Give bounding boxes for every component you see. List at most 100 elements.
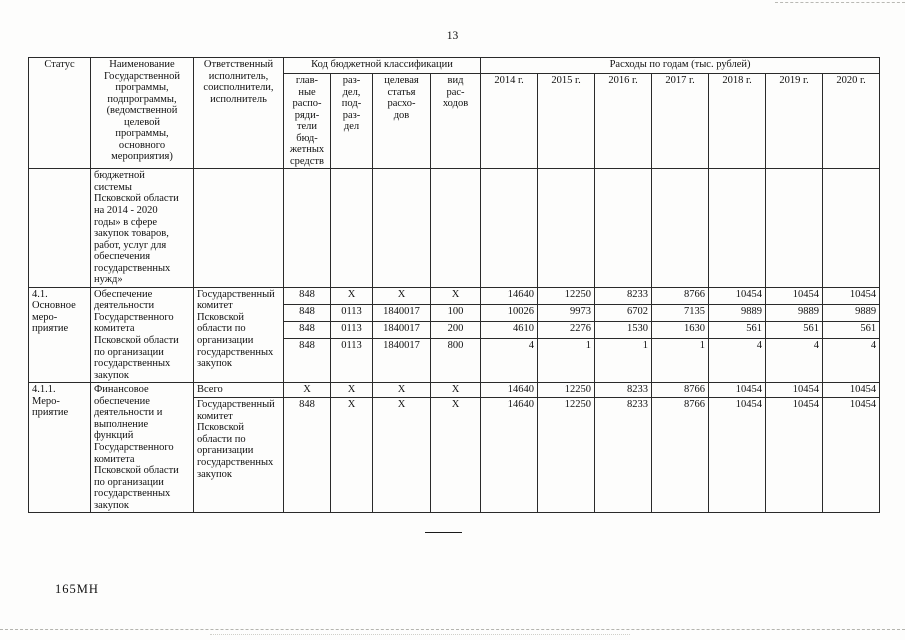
- cell-value-2020: 10454: [822, 286, 881, 305]
- cell-value-2019: 10454: [765, 397, 824, 514]
- cell-value-2015: 9973: [537, 303, 596, 322]
- header-year-2017: 2017 г.: [651, 72, 710, 170]
- cell-value: [537, 168, 596, 288]
- cell-code-target: 1840017: [372, 303, 431, 322]
- cell-code-grbs: 848: [283, 303, 331, 322]
- cell-value-2017: 8766: [651, 382, 710, 399]
- page-number: 13: [446, 30, 459, 42]
- header-row-subcolumns: глав- ные распо- ряди- тели бюд- жетных …: [29, 72, 881, 170]
- cell-value-2015: 2276: [537, 320, 596, 339]
- cell-value-2016: 8233: [594, 382, 653, 399]
- cell-value-2014: 4: [480, 337, 539, 384]
- cell-code-razdel: X: [330, 286, 373, 305]
- header-budget-code-group: Код бюджетной классификации: [282, 57, 482, 74]
- cell-value-2015: 1: [537, 337, 596, 384]
- cell-value-2016: 8233: [594, 397, 653, 514]
- row-411-sub1: 4.1.1. Меро- приятие Финансовое обеспече…: [28, 382, 881, 514]
- cell-value: [708, 168, 767, 288]
- cell-value-2017: 1: [651, 337, 710, 384]
- cell-value-2017: 8766: [651, 286, 710, 305]
- cell-executor: Государственный комитет Псковской област…: [193, 397, 284, 514]
- cell-status: 4.1. Основное меро- приятие: [28, 286, 91, 384]
- cell-code-vid: X: [429, 286, 482, 305]
- cell-value: [480, 168, 539, 288]
- cell-code-grbs: 848: [283, 397, 331, 514]
- header-expenses-group: Расходы по годам (тыс. рублей): [480, 57, 881, 74]
- cell-code-target: X: [372, 382, 431, 399]
- header-row-groups: Статус Наименование Государственной прог…: [28, 56, 881, 170]
- cell-value-2019: 10454: [765, 382, 824, 399]
- cell-code-vid: 800: [429, 337, 482, 384]
- cell-code-target: X: [372, 397, 431, 514]
- budget-table: Статус Наименование Государственной прог…: [28, 56, 881, 514]
- cell-value-2020: 10454: [822, 397, 881, 514]
- cell-value: [822, 168, 881, 288]
- cell-code-grbs: 848: [283, 286, 331, 305]
- cell-value: [765, 168, 824, 288]
- cell-value-2014: 14640: [480, 382, 539, 399]
- cell-code-target: 1840017: [372, 320, 431, 339]
- cell-value-2020: 4: [822, 337, 881, 384]
- cell-value-2016: 6702: [594, 303, 653, 322]
- cell-value-2016: 1: [594, 337, 653, 384]
- header-year-2019: 2019 г.: [765, 72, 824, 170]
- cell-value-2014: 10026: [480, 303, 539, 322]
- cell-code-vid: X: [429, 397, 482, 514]
- cell-code-razdel: 0113: [330, 337, 373, 384]
- cell-code-vid: 200: [429, 320, 482, 339]
- scan-artifact-bottom2: [210, 634, 630, 635]
- scan-artifact-top: [775, 2, 905, 3]
- header-year-2020: 2020 г.: [822, 72, 881, 170]
- cell-value-2018: 9889: [708, 303, 767, 322]
- cell-value-2014: 14640: [480, 286, 539, 305]
- cell-value-2015: 12250: [537, 286, 596, 305]
- cell-value-2016: 1530: [594, 320, 653, 339]
- header-executor: Ответственный исполнитель, соисполнители…: [193, 56, 284, 170]
- cell-value-2019: 4: [765, 337, 824, 384]
- cell-program: Финансовое обеспечение деятельности и вы…: [90, 382, 194, 514]
- header-year-2016: 2016 г.: [594, 72, 653, 170]
- row-41-sub1: 4.1. Основное меро- приятие Обеспечение …: [28, 286, 881, 384]
- footer-note: 165МН: [55, 582, 99, 596]
- header-year-2018: 2018 г.: [708, 72, 767, 170]
- cell-value-2018: 561: [708, 320, 767, 339]
- cell-code-razdel: 0113: [330, 320, 373, 339]
- cell-value-2018: 4: [708, 337, 767, 384]
- cell-value-2019: 10454: [765, 286, 824, 305]
- cell-value-2019: 561: [765, 320, 824, 339]
- cell-code-vid: 100: [429, 303, 482, 322]
- cell-value-2020: 10454: [822, 382, 881, 399]
- cell-executor: Всего: [193, 382, 284, 399]
- cell-value-2018: 10454: [708, 382, 767, 399]
- cell-code-razdel: X: [330, 382, 373, 399]
- header-grbs: глав- ные распо- ряди- тели бюд- жетных …: [283, 72, 331, 170]
- cell-code-vid: X: [429, 382, 482, 399]
- cell-code-grbs: 848: [283, 337, 331, 384]
- cell-code: [330, 168, 373, 288]
- cell-executor: [193, 168, 284, 288]
- cell-value-2014: 14640: [480, 397, 539, 514]
- cell-value-2016: 8233: [594, 286, 653, 305]
- cell-value-2015: 12250: [537, 382, 596, 399]
- header-program: Наименование Государственной программы, …: [90, 56, 194, 170]
- cell-code: [372, 168, 431, 288]
- cell-code-target: 1840017: [372, 337, 431, 384]
- cell-value-2017: 8766: [651, 397, 710, 514]
- header-status: Статус: [28, 56, 91, 170]
- cell-value-2015: 12250: [537, 397, 596, 514]
- header-razdel: раз- дел, под- раз- дел: [330, 72, 373, 170]
- scan-artifact-bottom: [0, 629, 905, 630]
- cell-status: [28, 168, 91, 288]
- cell-code: [429, 168, 482, 288]
- header-year-2015: 2015 г.: [537, 72, 596, 170]
- cell-code-razdel: X: [330, 397, 373, 514]
- cell-code-grbs: 848: [283, 320, 331, 339]
- row-continuation: бюджетной системы Псковской области на 2…: [28, 168, 881, 288]
- cell-status: 4.1.1. Меро- приятие: [28, 382, 91, 514]
- cell-code: [283, 168, 331, 288]
- row-41-sub4: 848 0113 1840017 800 4 1 1 1 4 4 4: [29, 337, 881, 384]
- cell-value-2020: 561: [822, 320, 881, 339]
- cell-value-2014: 4610: [480, 320, 539, 339]
- row-41-sub2: 848 0113 1840017 100 10026 9973 6702 713…: [29, 303, 881, 322]
